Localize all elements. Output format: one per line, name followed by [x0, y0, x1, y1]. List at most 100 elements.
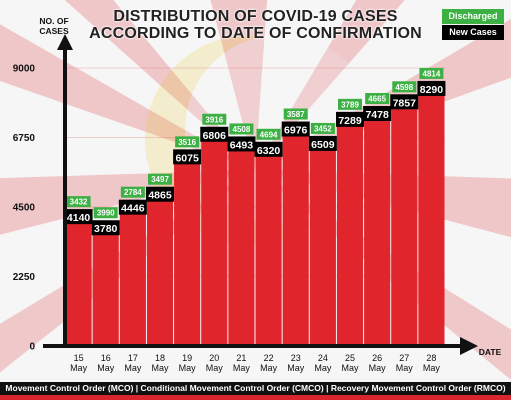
new-cases-value-label: 6075 [175, 152, 199, 164]
discharged-value-label: 3587 [287, 110, 305, 119]
bar-new-cases [309, 144, 336, 346]
discharged-label-box [419, 67, 444, 79]
discharged-value-label: 3452 [314, 124, 332, 133]
discharged-label-box [365, 93, 390, 105]
footer-caption: Movement Control Order (MCO) | Condition… [0, 382, 511, 395]
discharged-value-label: 3916 [205, 115, 223, 124]
x-tick-label: 21 May [233, 353, 251, 373]
new-cases-label-box [91, 220, 120, 236]
discharged-value-label: 3990 [97, 209, 115, 218]
y-axis-arrow [57, 34, 73, 50]
x-tick-label: 26 May [369, 353, 387, 373]
new-cases-value-label: 7857 [393, 97, 417, 109]
bar-new-cases [336, 120, 364, 346]
new-cases-value-label: 6976 [284, 125, 308, 137]
new-cases-value-label: 4446 [121, 203, 145, 215]
discharged-label-box [202, 113, 227, 125]
new-cases-label-box [254, 141, 283, 157]
chart-title-line1: DISTRIBUTION OF COVID-19 CASES [113, 8, 398, 25]
bar-new-cases [119, 208, 146, 346]
discharged-value-label: 4508 [233, 125, 251, 134]
new-cases-value-label: 8290 [420, 84, 444, 96]
bottom-decoration [0, 395, 511, 400]
legend-discharged: Discharged [442, 9, 504, 24]
x-tick-label: 15 May [70, 353, 88, 373]
bar-new-cases [255, 150, 282, 346]
discharged-label-box [392, 81, 417, 93]
x-axis-arrow [460, 337, 478, 355]
discharged-value-label: 3432 [70, 198, 88, 207]
discharged-value-label: 4814 [423, 69, 441, 78]
discharged-label-box [338, 98, 362, 110]
new-cases-label-box [200, 126, 229, 142]
x-tick-label: 17 May [124, 353, 142, 373]
discharged-label-box [93, 207, 118, 219]
bar-new-cases [146, 195, 174, 346]
x-tick-label: 20 May [206, 353, 224, 373]
y-tick-label: 9000 [13, 64, 36, 75]
discharged-label-box [310, 122, 335, 134]
x-tick-label: 18 May [151, 353, 169, 373]
x-tick-label: 16 May [97, 353, 115, 373]
x-tick-labels: 15 May 16 May 17 May 18 May 19 May 20 May 21 May 22 May… [70, 353, 440, 373]
discharged-label-box [120, 186, 145, 198]
x-tick-label: 22 May [260, 353, 278, 373]
discharged-label-box [148, 173, 172, 185]
discharged-value-label: 2784 [124, 188, 142, 197]
new-cases-label-box [336, 111, 364, 127]
bar-new-cases [418, 89, 445, 346]
discharged-label-box [256, 128, 281, 140]
new-cases-value-label: 7289 [338, 115, 362, 127]
x-tick-label: 28 May [423, 353, 441, 373]
x-tick-label: 25 May [341, 353, 359, 373]
x-tick-label: 23 May [287, 353, 305, 373]
discharged-value-label: 4694 [260, 130, 278, 139]
legend-new-cases: New Cases [442, 25, 504, 40]
bar-new-cases [364, 115, 391, 347]
y-axis-label-line2: CASES [39, 26, 69, 36]
bar-new-cases [65, 218, 92, 346]
discharged-value-label: 4665 [368, 95, 386, 104]
discharged-label-box [175, 136, 200, 148]
new-cases-label-box [146, 186, 174, 202]
y-tick-label: 0 [29, 342, 35, 353]
discharged-label-box [283, 108, 308, 120]
bar-new-cases [282, 130, 309, 346]
discharged-value-label: 3497 [151, 175, 169, 184]
new-cases-label-box [64, 209, 93, 225]
discharged-label-box [66, 196, 91, 208]
x-tick-label: 19 May [179, 353, 197, 373]
discharged-value-label: 4598 [395, 83, 413, 92]
new-cases-label-box [118, 199, 147, 215]
new-cases-value-label: 6509 [311, 139, 335, 151]
discharged-value-label: 3516 [178, 138, 196, 147]
new-cases-value-label: 6493 [230, 139, 254, 151]
bar-new-cases [228, 145, 255, 346]
new-cases-value-label: 4140 [67, 212, 91, 224]
axes [43, 34, 478, 355]
new-cases-value-label: 6806 [203, 130, 227, 142]
bar-new-cases [201, 135, 228, 346]
new-cases-label-box [227, 136, 256, 152]
new-cases-value-label: 7478 [365, 109, 389, 121]
y-tick-label: 4500 [13, 203, 36, 214]
new-cases-label-box [173, 149, 202, 165]
new-cases-label-box [281, 121, 310, 137]
x-tick-label: 24 May [314, 353, 332, 373]
x-axis-label: DATE [479, 347, 502, 357]
x-tick-label: 27 May [396, 353, 414, 373]
new-cases-label-box [308, 135, 337, 151]
new-cases-label-box [363, 106, 392, 122]
y-tick-labels: 0 2250 4500 6750 9000 [13, 64, 36, 353]
new-cases-value-label: 6320 [257, 145, 281, 157]
value-labels-group: 3432 4140 3990 3780 2784 4446 3497 4865 3516 6075… [64, 67, 446, 236]
bar-new-cases [174, 158, 201, 346]
bar-new-cases [92, 229, 119, 346]
y-axis-label: NO. OF [39, 16, 68, 26]
new-cases-label-box [390, 94, 419, 110]
chart-title-line2: ACCORDING TO DATE OF CONFIRMATION [89, 25, 422, 42]
bars-group [65, 89, 445, 347]
y-tick-label: 6750 [13, 133, 36, 144]
discharged-value-label: 3789 [341, 100, 359, 109]
